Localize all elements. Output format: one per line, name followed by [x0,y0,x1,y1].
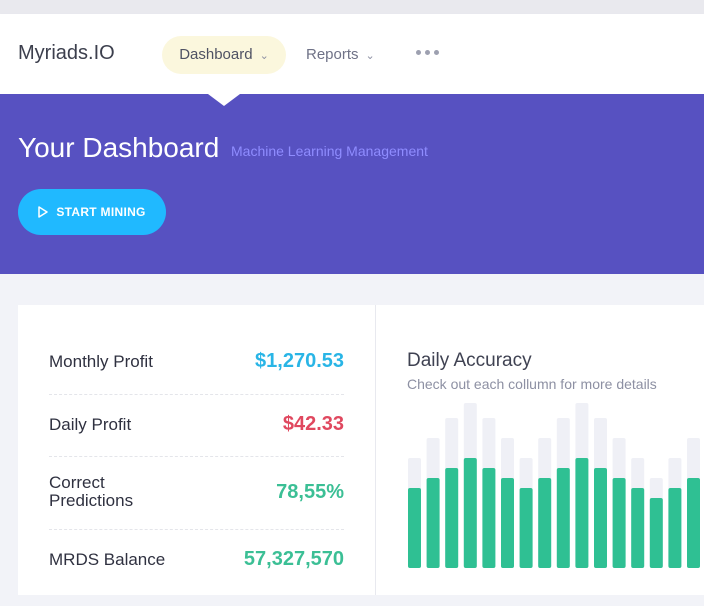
chart-title: Daily Accuracy [407,350,532,371]
chart-subtitle: Check out each collumn for more details [407,376,657,392]
stat-value: 57,327,570 [243,548,344,570]
stat-label: Monthly Profit [49,351,153,371]
chart-bar[interactable] [538,478,552,568]
chart-bar[interactable] [575,458,589,568]
chart-bar[interactable] [445,468,459,568]
chart-bar[interactable] [687,478,700,568]
stat-label: Daily Profit [49,414,132,434]
nav-dashboard-label: Dashboard [179,46,253,63]
stat-row-daily-profit: Daily Profit $42.33 [49,413,344,436]
more-options-icon[interactable] [416,50,439,55]
chart-bar[interactable] [649,498,663,568]
start-mining-label: START MINING [56,205,146,219]
browser-top-strip [0,0,704,14]
chart-bar[interactable] [612,478,626,568]
chart-bar[interactable] [556,468,570,568]
panel-divider [375,305,376,595]
nav-reports-label: Reports [306,46,359,63]
page-title: Your Dashboard [18,132,220,163]
active-tab-pointer [208,94,240,106]
nav-reports[interactable]: Reports ⌄ [306,36,375,74]
more-dot [425,50,430,55]
stat-row-correct-predictions: Correct Predictions 78,55% [49,474,344,510]
page-subtitle: Machine Learning Management [231,143,428,159]
app-logo[interactable]: Myriads.IO [18,42,115,64]
start-mining-button[interactable]: START MINING [18,189,166,235]
stats-panel [18,305,375,595]
chart-bar[interactable] [408,488,421,568]
stat-row-monthly-profit: Monthly Profit $1,270.53 [49,350,344,373]
chevron-down-icon: ⌄ [259,50,269,62]
top-navbar: Myriads.IO Dashboard ⌄ Reports ⌄ [0,14,704,94]
chart-bar[interactable] [519,488,533,568]
chart-bar[interactable] [631,488,645,568]
chart-bar[interactable] [426,478,440,568]
stat-value: 78,55% [276,480,344,503]
chart-bar[interactable] [501,478,514,568]
more-dot [434,50,439,55]
stat-value: $42.33 [282,413,344,435]
hero-banner [0,94,704,274]
play-icon [38,206,49,218]
stat-row-mrds-balance: MRDS Balance 57,327,570 [49,548,344,571]
row-separator [49,456,344,457]
daily-accuracy-chart [408,403,700,568]
stat-label: Correct Predictions [49,473,134,510]
row-separator [49,394,344,395]
stat-label: MRDS Balance [49,549,166,569]
chart-bar[interactable] [482,468,496,568]
row-separator [49,529,344,530]
stat-value: $1,270.53 [255,350,344,372]
nav-dashboard[interactable]: Dashboard ⌄ [162,36,286,74]
chart-bar[interactable] [668,488,682,568]
chevron-down-icon: ⌄ [365,50,375,62]
chart-bar[interactable] [594,468,607,568]
chart-bar[interactable] [463,458,477,568]
more-dot [416,50,421,55]
